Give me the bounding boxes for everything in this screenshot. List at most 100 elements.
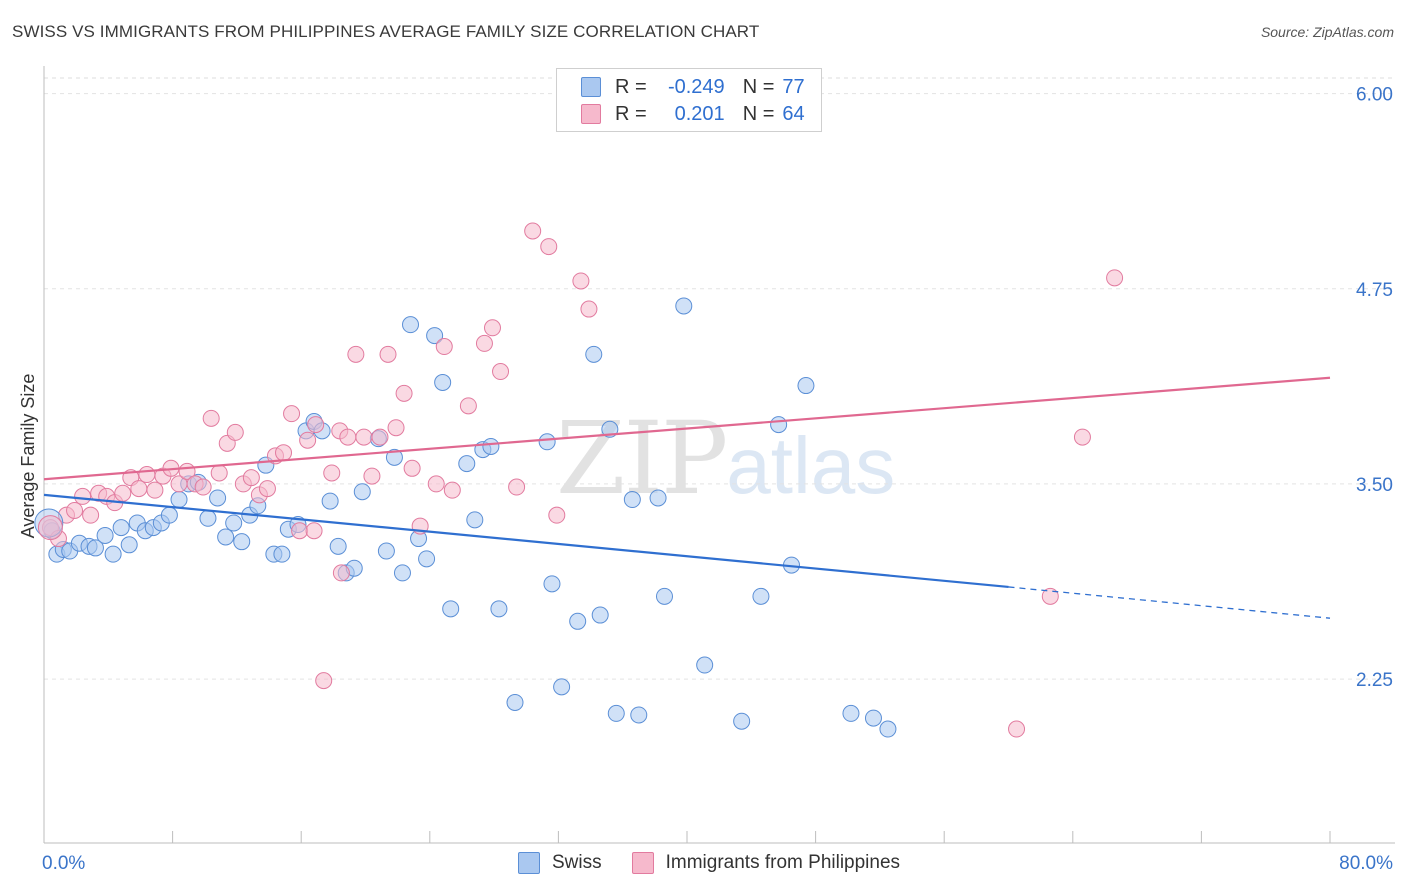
data-point-swiss: [490, 600, 508, 618]
data-point-philippines: [427, 475, 445, 493]
data-point-philippines: [355, 428, 373, 446]
data-point-philippines: [572, 272, 590, 290]
data-point-philippines: [475, 334, 493, 352]
data-point-philippines: [202, 409, 220, 427]
legend-item-philippines: Immigrants from Philippines: [631, 852, 900, 874]
trendline-swiss: [43, 493, 1009, 589]
data-point-swiss: [96, 526, 114, 544]
data-point-philippines: [459, 397, 477, 415]
data-point-swiss: [233, 533, 251, 551]
data-point-philippines: [307, 416, 325, 434]
data-point-philippines: [580, 300, 598, 318]
trendline-swiss-extrapolated: [1008, 586, 1331, 619]
y-tick-label: 3.50: [1356, 475, 1393, 496]
data-point-swiss: [655, 587, 673, 605]
data-point-swiss: [797, 377, 815, 395]
trendline-philippines: [43, 376, 1331, 481]
data-point-philippines: [1073, 428, 1091, 446]
data-point-swiss: [585, 345, 603, 363]
data-point-philippines: [194, 478, 212, 496]
data-point-philippines: [130, 480, 148, 498]
data-point-philippines: [339, 428, 357, 446]
data-point-philippines: [323, 464, 341, 482]
data-point-swiss: [733, 712, 751, 730]
data-point-philippines: [82, 506, 100, 524]
y-tick-label: 2.25: [1356, 670, 1393, 691]
data-point-philippines: [395, 384, 413, 402]
data-point-swiss: [553, 678, 571, 696]
data-point-swiss: [543, 575, 561, 593]
data-point-swiss: [104, 545, 122, 563]
data-point-swiss: [426, 327, 444, 345]
data-point-swiss: [402, 316, 420, 334]
data-point-swiss: [225, 514, 243, 532]
data-point-philippines: [315, 672, 333, 690]
data-point-philippines: [305, 522, 323, 540]
data-point-philippines: [74, 487, 92, 505]
swiss-r-value: -0.249: [667, 75, 725, 98]
y-tick-label: 6.00: [1356, 85, 1393, 106]
data-point-philippines: [1106, 269, 1124, 287]
data-point-swiss: [329, 537, 347, 555]
philippines-swatch: [631, 852, 654, 874]
data-point-philippines: [524, 222, 542, 240]
x-tick-label-min: 0.0%: [42, 853, 85, 874]
data-point-swiss: [591, 606, 609, 624]
stats-legend: R = -0.249 N = 77 R = 0.201 N = 64: [556, 68, 822, 132]
y-axis-label: Average Family Size: [18, 374, 38, 539]
data-point-philippines: [508, 478, 526, 496]
chart-title: SWISS VS IMMIGRANTS FROM PHILIPPINES AVE…: [12, 22, 760, 41]
data-point-swiss: [418, 550, 436, 568]
data-point-philippines: [492, 363, 510, 381]
legend-label-swiss: Swiss: [552, 852, 602, 873]
data-point-philippines: [242, 469, 260, 487]
data-point-philippines: [443, 481, 461, 499]
data-point-philippines: [210, 464, 228, 482]
swiss-n-value: 77: [782, 75, 805, 98]
source-label: Source: ZipAtlas.com: [1260, 24, 1394, 40]
data-point-swiss: [607, 704, 625, 722]
data-point-swiss: [321, 492, 339, 510]
philippines-n-value: 64: [782, 102, 805, 125]
data-point-philippines: [379, 345, 397, 363]
r-label: R =: [615, 75, 647, 98]
data-point-swiss: [752, 587, 770, 605]
data-point-philippines: [332, 564, 350, 582]
data-point-swiss: [86, 539, 104, 557]
data-point-swiss: [466, 511, 484, 529]
data-point-swiss: [538, 433, 556, 451]
series-legend: Swiss Immigrants from Philippines: [518, 852, 930, 874]
data-point-swiss: [649, 489, 667, 507]
legend-row-philippines: R = 0.201 N = 64: [581, 102, 805, 126]
data-point-philippines: [226, 423, 244, 441]
data-point-philippines: [275, 444, 293, 462]
data-point-swiss: [217, 528, 235, 546]
watermark-zip: ZIP: [556, 400, 728, 517]
legend-row-swiss: R = -0.249 N = 77: [581, 75, 805, 99]
watermark: ZIPatlas: [556, 400, 895, 517]
data-point-swiss: [112, 519, 130, 537]
data-point-philippines: [258, 480, 276, 498]
data-point-swiss: [199, 509, 217, 527]
data-point-swiss: [675, 297, 693, 315]
data-point-swiss: [842, 704, 860, 722]
data-point-swiss: [434, 373, 452, 391]
data-point-swiss: [879, 720, 897, 738]
data-point-swiss: [120, 536, 138, 554]
data-point-swiss: [506, 693, 524, 711]
data-point-philippines: [37, 515, 63, 541]
data-point-swiss: [864, 709, 882, 727]
data-point-philippines: [66, 501, 84, 519]
data-point-swiss: [209, 489, 227, 507]
data-point-philippines: [347, 345, 365, 363]
data-point-swiss: [442, 600, 460, 618]
data-point-philippines: [387, 419, 405, 437]
swiss-swatch: [581, 77, 601, 97]
data-point-philippines: [114, 484, 132, 502]
data-point-philippines: [1041, 587, 1059, 605]
data-point-philippines: [283, 405, 301, 423]
data-point-philippines: [138, 466, 156, 484]
data-point-philippines: [1008, 720, 1026, 738]
data-point-philippines: [371, 428, 389, 446]
data-point-swiss: [160, 506, 178, 524]
